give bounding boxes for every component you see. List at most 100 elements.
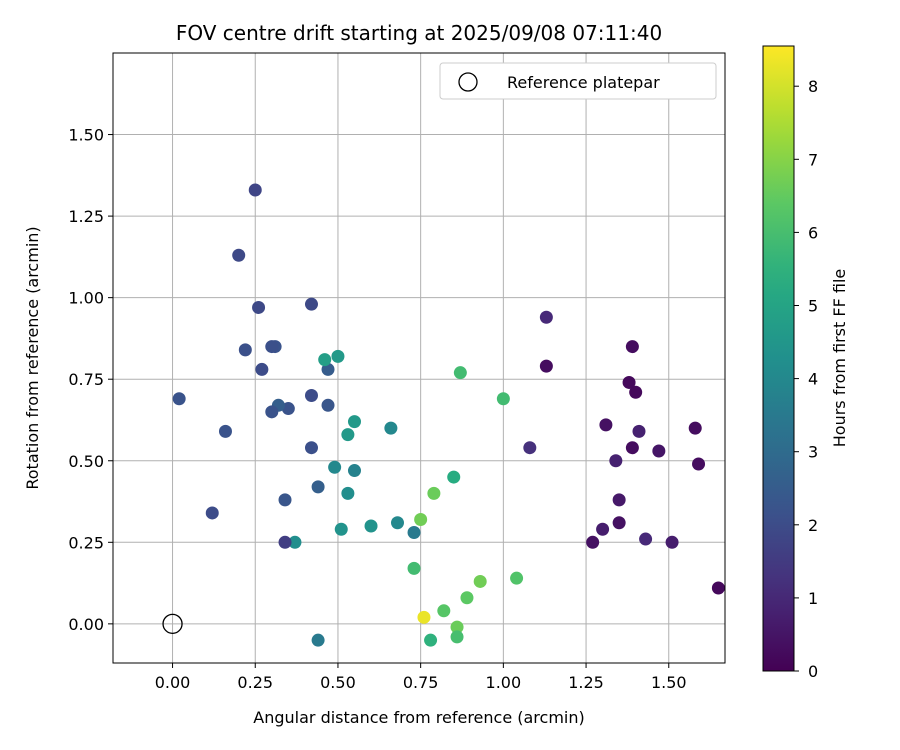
data-points	[172, 183, 725, 647]
scatter-point	[496, 392, 510, 406]
colorbar-tick-label: 4	[808, 370, 818, 389]
x-tick-label: 0.00	[155, 673, 191, 692]
x-tick-label: 0.75	[403, 673, 439, 692]
legend-box	[439, 62, 717, 100]
chart-title: FOV centre drift starting at 2025/09/08 …	[176, 21, 662, 45]
scatter-point	[232, 248, 246, 262]
scatter-point	[304, 389, 318, 403]
scatter-point	[437, 604, 451, 618]
legend: Reference platepar	[439, 62, 717, 100]
scatter-point	[692, 457, 706, 471]
colorbar-gradient	[762, 45, 795, 672]
scatter-point	[427, 486, 441, 500]
scatter-point	[414, 512, 428, 526]
y-tick-label: 1.00	[68, 289, 104, 308]
scatter-point	[450, 620, 464, 634]
scatter-point	[248, 183, 262, 197]
scatter-point	[629, 385, 643, 399]
x-tick-label: 1.25	[568, 673, 604, 692]
y-tick-label: 0.50	[68, 452, 104, 471]
scatter-point	[347, 464, 361, 478]
plot-frame	[112, 52, 726, 664]
x-axis-label: Angular distance from reference (arcmin)	[253, 708, 584, 727]
scatter-point	[596, 522, 610, 536]
x-tick-label: 0.25	[237, 673, 273, 692]
scatter-point	[523, 441, 537, 455]
x-axis-ticks: 0.00 0.25 0.50 0.75 1.00 1.25 1.50	[155, 663, 687, 692]
scatter-point	[417, 610, 431, 624]
legend-label: Reference platepar	[507, 73, 660, 92]
scatter-point	[539, 359, 553, 373]
scatter-point	[632, 424, 646, 438]
scatter-point	[639, 532, 653, 546]
scatter-point	[218, 424, 232, 438]
scatter-point	[539, 310, 553, 324]
y-axis-label: Rotation from reference (arcmin)	[23, 226, 42, 489]
scatter-point	[586, 535, 600, 549]
scatter-point	[447, 470, 461, 484]
scatter-point	[625, 441, 639, 455]
x-tick-label: 1.00	[486, 673, 522, 692]
scatter-point	[450, 630, 464, 644]
scatter-point	[347, 415, 361, 429]
scatter-point	[510, 571, 524, 585]
scatter-point	[625, 340, 639, 354]
y-tick-label: 1.50	[68, 126, 104, 145]
scatter-point	[407, 561, 421, 575]
x-tick-label: 1.50	[651, 673, 687, 692]
scatter-point	[252, 300, 266, 314]
x-tick-label: 0.50	[320, 673, 356, 692]
scatter-point	[599, 418, 613, 432]
colorbar-label: Hours from first FF file	[830, 269, 849, 448]
colorbar-ticks: 0 1 2 3 4 5 6 7 8	[794, 77, 818, 681]
plot-area	[113, 53, 725, 663]
scatter-point	[321, 362, 335, 376]
scatter-point	[265, 405, 279, 419]
scatter-point	[612, 516, 626, 530]
scatter-point	[278, 493, 292, 507]
scatter-point	[304, 297, 318, 311]
scatter-point	[688, 421, 702, 435]
colorbar-tick-label: 5	[808, 297, 818, 316]
legend-reference-icon	[458, 72, 478, 92]
colorbar-tick-label: 7	[808, 150, 818, 169]
scatter-point	[328, 460, 342, 474]
scatter-point	[364, 519, 378, 533]
scatter-point	[334, 522, 348, 536]
scatter-point	[453, 366, 467, 380]
scatter-point	[318, 353, 332, 367]
scatter-point	[609, 454, 623, 468]
scatter-point	[460, 591, 474, 605]
scatter-point	[304, 441, 318, 455]
scatter-point	[205, 506, 219, 520]
scatter-point	[390, 516, 404, 530]
scatter-point	[255, 362, 269, 376]
y-axis-ticks: 0.00 0.25 0.50 0.75 1.00 1.25 1.50	[68, 126, 113, 634]
scatter-point	[311, 633, 325, 647]
y-tick-label: 0.25	[68, 533, 104, 552]
scatter-point	[321, 398, 335, 412]
scatter-point	[341, 428, 355, 442]
colorbar-tick-label: 8	[808, 77, 818, 96]
scatter-point	[172, 392, 186, 406]
y-tick-label: 0.75	[68, 370, 104, 389]
colorbar-tick-label: 1	[808, 589, 818, 608]
scatter-point	[424, 633, 438, 647]
scatter-point	[311, 480, 325, 494]
scatter-point	[612, 493, 626, 507]
scatter-point	[652, 444, 666, 458]
reference-platepar-point	[162, 613, 183, 635]
scatter-point	[265, 340, 279, 354]
colorbar-tick-label: 2	[808, 516, 818, 535]
colorbar-tick-label: 6	[808, 223, 818, 242]
colorbar-tick-label: 0	[808, 662, 818, 681]
scatter-point	[341, 486, 355, 500]
colorbar-tick-label: 3	[808, 443, 818, 462]
scatter-point	[278, 535, 292, 549]
scatter-point	[473, 574, 487, 588]
scatter-point	[238, 343, 252, 357]
scatter-point	[622, 375, 636, 389]
scatter-point	[384, 421, 398, 435]
scatter-point	[407, 526, 421, 540]
